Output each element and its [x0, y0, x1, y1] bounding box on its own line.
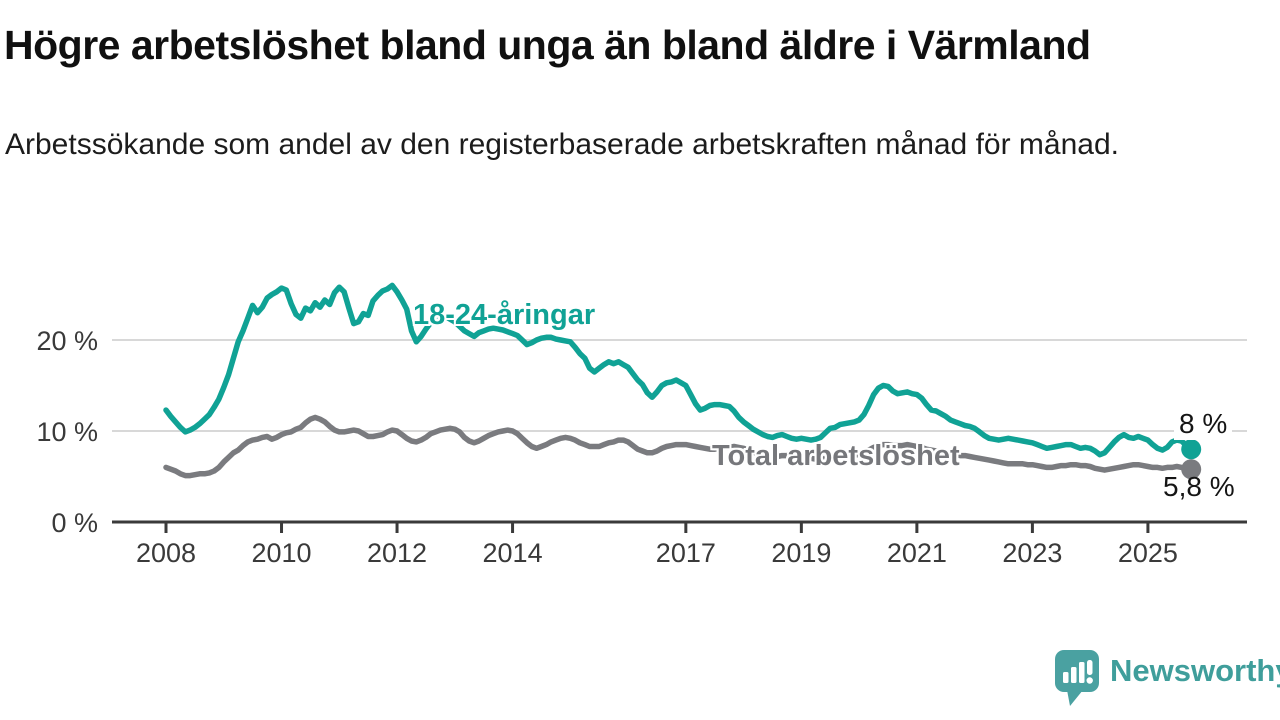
y-axis-tick-label: 10 %: [36, 417, 98, 447]
total-series-line: [163, 414, 1194, 479]
x-axis-tick-label: 2019: [771, 538, 831, 568]
end-value-label-youth: 8 %: [1174, 408, 1233, 440]
total-end-dot: [1181, 459, 1202, 480]
page-subtitle: Arbetssökande som andel av den registerb…: [5, 128, 1119, 161]
x-axis-tick-label: 2021: [887, 538, 947, 568]
x-axis-tick-label: 2025: [1118, 538, 1178, 568]
end-value-label-total: 5,8 %: [1163, 471, 1235, 502]
x-axis-tick-label: 2008: [136, 538, 196, 568]
youth-series-line: [163, 282, 1194, 458]
y-axis-tick-label: 20 %: [36, 326, 98, 356]
gridlines: [112, 339, 1247, 432]
y-axis-tick-label: 0 %: [51, 508, 98, 538]
page-title: Högre arbetslöshet bland unga än bland ä…: [4, 22, 1091, 68]
newsworthy-logo: Newsworthy: [1054, 649, 1280, 707]
x-axis-tick-label: 2023: [1002, 538, 1062, 568]
y-axis-labels: 0 % 10 % 20 %: [36, 326, 98, 538]
x-axis-tick-label: 2017: [656, 538, 716, 568]
x-axis-tick-label: 2012: [367, 538, 427, 568]
x-axis-tick-label: 2014: [483, 538, 543, 568]
series-label-youth: 18-24-åringar: [413, 299, 596, 331]
newsworthy-logo-text: Newsworthy: [1110, 653, 1280, 688]
x-axis-ticks: 2008 2010 2012 2014 2017 2019 2021 2023 2025: [136, 523, 1178, 568]
newsworthy-logo-icon: [1055, 650, 1099, 706]
youth-end-dot: [1181, 439, 1202, 460]
x-axis-tick-label: 2010: [251, 538, 311, 568]
series-group: [163, 282, 1202, 480]
series-label-total: Total arbetslöshet: [712, 440, 960, 472]
